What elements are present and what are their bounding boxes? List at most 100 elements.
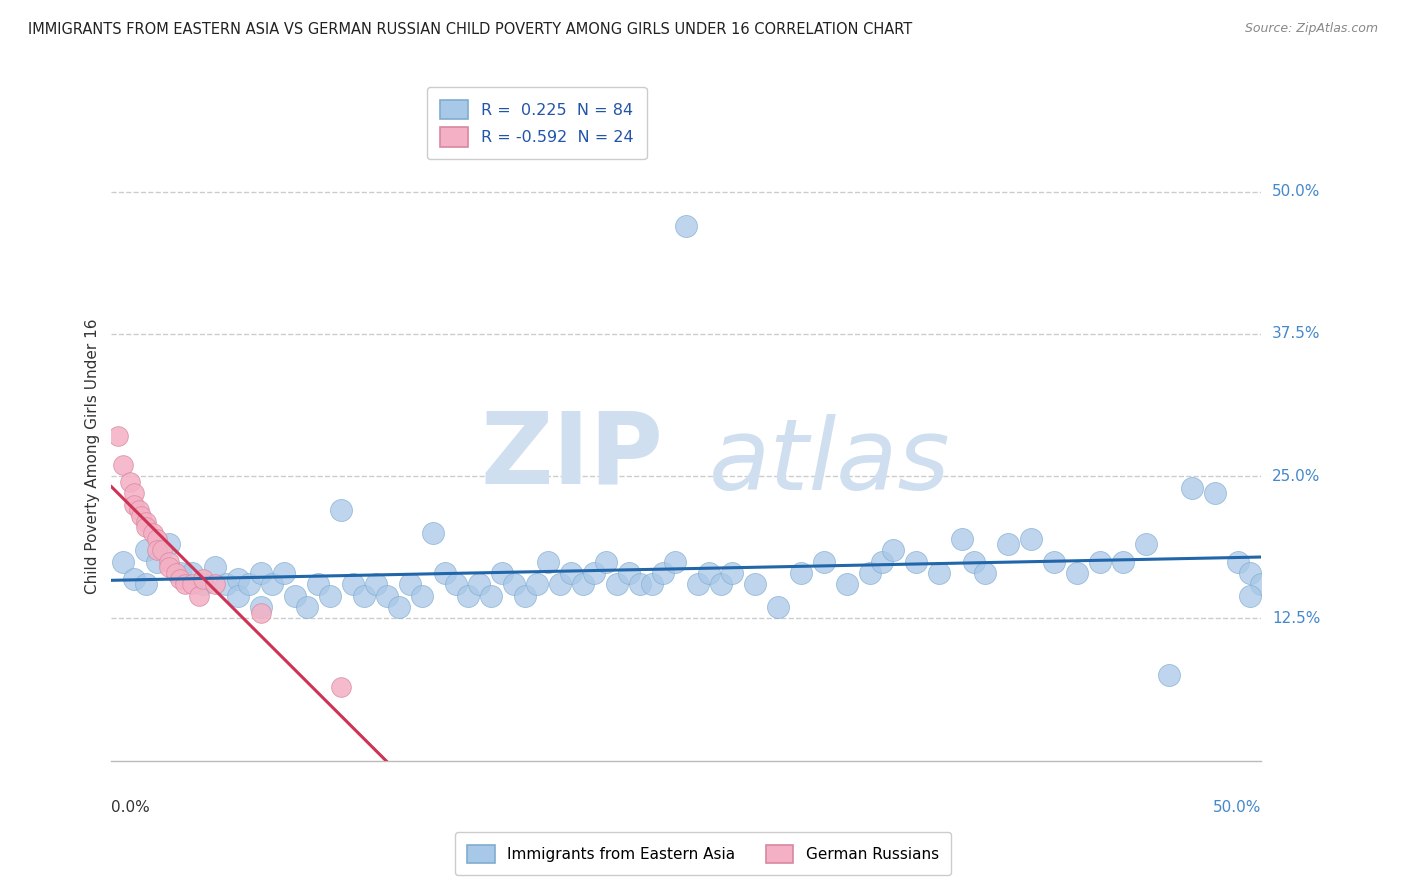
Point	[129, 508, 152, 523]
Point	[169, 566, 191, 580]
Legend: R =  0.225  N = 84, R = -0.592  N = 24: R = 0.225 N = 84, R = -0.592 N = 24	[427, 87, 647, 160]
Point	[262, 577, 284, 591]
Point	[882, 543, 904, 558]
Point	[284, 589, 307, 603]
Point	[422, 526, 444, 541]
Point	[710, 577, 733, 591]
Text: 50.0%: 50.0%	[1272, 185, 1320, 199]
Point	[146, 532, 169, 546]
Point	[180, 577, 202, 591]
Point	[1204, 486, 1226, 500]
Point	[238, 577, 260, 591]
Point	[1135, 537, 1157, 551]
Point	[1159, 668, 1181, 682]
Point	[157, 537, 180, 551]
Point	[135, 577, 157, 591]
Point	[342, 577, 364, 591]
Point	[193, 572, 215, 586]
Point	[664, 555, 686, 569]
Text: atlas: atlas	[709, 414, 950, 511]
Point	[411, 589, 433, 603]
Point	[433, 566, 456, 580]
Point	[135, 515, 157, 529]
Point	[128, 503, 150, 517]
Point	[364, 577, 387, 591]
Point	[859, 566, 882, 580]
Point	[295, 600, 318, 615]
Point	[606, 577, 628, 591]
Point	[169, 572, 191, 586]
Point	[250, 600, 273, 615]
Text: 25.0%: 25.0%	[1272, 468, 1320, 483]
Point	[375, 589, 398, 603]
Point	[963, 555, 986, 569]
Point	[479, 589, 502, 603]
Point	[1088, 555, 1111, 569]
Point	[124, 572, 146, 586]
Point	[1112, 555, 1135, 569]
Point	[111, 555, 134, 569]
Point	[226, 589, 249, 603]
Point	[686, 577, 709, 591]
Point	[617, 566, 640, 580]
Point	[768, 600, 790, 615]
Point	[150, 543, 173, 558]
Point	[180, 566, 202, 580]
Point	[226, 572, 249, 586]
Text: 12.5%: 12.5%	[1272, 611, 1320, 626]
Point	[135, 520, 157, 534]
Point	[652, 566, 675, 580]
Point	[446, 577, 468, 591]
Y-axis label: Child Poverty Among Girls Under 16: Child Poverty Among Girls Under 16	[86, 318, 100, 594]
Point	[515, 589, 537, 603]
Point	[353, 589, 375, 603]
Point	[146, 555, 169, 569]
Point	[142, 526, 165, 541]
Point	[997, 537, 1019, 551]
Point	[187, 589, 209, 603]
Point	[595, 555, 617, 569]
Point	[905, 555, 928, 569]
Text: 50.0%: 50.0%	[1213, 799, 1261, 814]
Point	[174, 577, 197, 591]
Point	[790, 566, 813, 580]
Point	[273, 566, 295, 580]
Point	[571, 577, 593, 591]
Point	[560, 566, 582, 580]
Text: 0.0%: 0.0%	[111, 799, 150, 814]
Point	[928, 566, 950, 580]
Point	[307, 577, 329, 591]
Point	[118, 475, 141, 489]
Point	[1043, 555, 1066, 569]
Point	[319, 589, 342, 603]
Point	[1066, 566, 1088, 580]
Point	[583, 566, 606, 580]
Point	[135, 543, 157, 558]
Point	[491, 566, 513, 580]
Point	[697, 566, 720, 580]
Point	[974, 566, 997, 580]
Point	[157, 555, 180, 569]
Legend: Immigrants from Eastern Asia, German Russians: Immigrants from Eastern Asia, German Rus…	[456, 832, 950, 875]
Point	[641, 577, 664, 591]
Point	[870, 555, 893, 569]
Point	[330, 503, 353, 517]
Point	[204, 577, 226, 591]
Point	[204, 560, 226, 574]
Point	[1181, 481, 1204, 495]
Point	[1227, 555, 1250, 569]
Point	[399, 577, 422, 591]
Text: Source: ZipAtlas.com: Source: ZipAtlas.com	[1244, 22, 1378, 36]
Point	[813, 555, 835, 569]
Point	[165, 566, 187, 580]
Point	[124, 498, 146, 512]
Point	[526, 577, 548, 591]
Point	[837, 577, 859, 591]
Point	[721, 566, 744, 580]
Point	[744, 577, 766, 591]
Point	[950, 532, 973, 546]
Point	[537, 555, 560, 569]
Point	[548, 577, 571, 591]
Point	[1239, 566, 1261, 580]
Point	[675, 219, 697, 233]
